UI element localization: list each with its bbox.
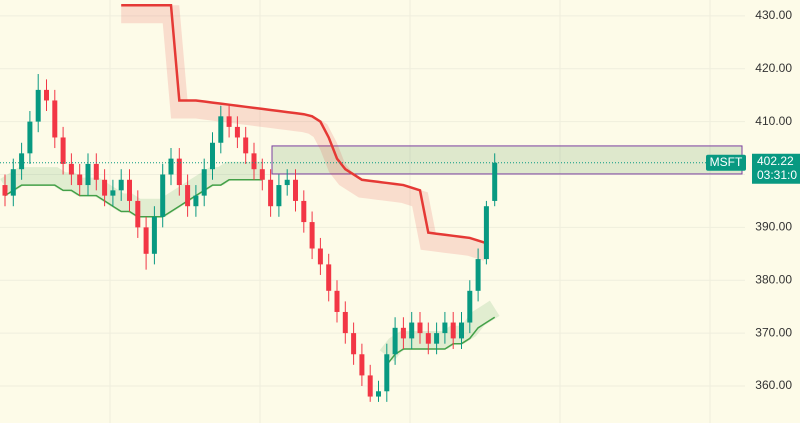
candle-body (251, 153, 257, 170)
candle-body (342, 311, 348, 334)
candle-body (60, 137, 66, 164)
candle-body (268, 179, 274, 207)
y-tick-label: 430.00 (755, 8, 792, 22)
candle-body (218, 116, 224, 143)
candle-body (351, 333, 357, 355)
band-shade (121, 5, 490, 261)
candle-body (276, 185, 282, 207)
band-shade (0, 161, 500, 362)
candle-body (492, 162, 498, 201)
candle-body (334, 290, 340, 312)
symbol-label: MSFT (710, 155, 743, 169)
vertical-grid (109, 0, 711, 423)
y-tick-label: 370.00 (755, 325, 792, 339)
candle-body (367, 375, 373, 397)
candle-body (409, 322, 415, 339)
candle-body (201, 169, 207, 196)
candle-body (376, 391, 381, 397)
candle-body (52, 100, 58, 138)
candle-body (392, 327, 398, 355)
candle-body (417, 322, 423, 334)
candle-body (226, 116, 232, 127)
candle-body (176, 158, 182, 186)
candle-body (2, 185, 8, 196)
candle-body (210, 142, 215, 170)
candle-body (160, 174, 166, 217)
candle-body (77, 174, 83, 186)
candle-body (44, 89, 49, 101)
price-tag (752, 153, 800, 184)
countdown-label: 03:31:0 (757, 168, 797, 182)
y-tick-label: 420.00 (755, 61, 792, 75)
candle-body (467, 290, 473, 323)
candle-body (110, 190, 116, 196)
candle-body (293, 179, 298, 201)
candle-body (243, 137, 249, 154)
y-tick-label: 410.00 (755, 114, 792, 128)
candle-body (301, 200, 307, 223)
candle-body (143, 227, 149, 254)
candle-body (118, 179, 124, 191)
candle-body (185, 185, 191, 207)
candle-body (234, 126, 240, 138)
candle-body (359, 354, 365, 376)
candle-body (475, 259, 481, 291)
y-tick-label: 390.00 (755, 220, 792, 234)
band-line (121, 4, 487, 245)
candle-body (93, 163, 99, 180)
candle-body (434, 333, 440, 344)
candle-body (27, 121, 33, 154)
candle-body (151, 216, 157, 254)
candle-body (326, 264, 332, 291)
candle-body (102, 179, 108, 196)
candle-body (442, 322, 448, 334)
candle-body (68, 163, 74, 175)
candle-body (168, 158, 174, 175)
candle-body (459, 322, 464, 339)
candle-body (384, 354, 390, 392)
candle-body (259, 169, 265, 180)
candle-body (19, 153, 25, 170)
band-line (4, 179, 496, 366)
candle-body (10, 169, 16, 196)
candle-body (193, 195, 199, 207)
candle-body (284, 179, 290, 186)
candle-body (450, 322, 456, 339)
candle-body (400, 327, 406, 339)
candle-body (317, 248, 323, 265)
candle-body (425, 333, 431, 344)
y-tick-label: 360.00 (755, 378, 792, 392)
candle-body (35, 89, 41, 122)
candle-body (483, 206, 489, 260)
candle-body (85, 163, 91, 186)
candle-body (135, 200, 141, 228)
y-tick-label: 380.00 (755, 272, 792, 286)
candle-body (127, 179, 132, 201)
candle-body (309, 222, 315, 249)
zone (271, 145, 743, 175)
symbol-tag (706, 154, 746, 171)
price-label: 402.22 (757, 154, 794, 168)
